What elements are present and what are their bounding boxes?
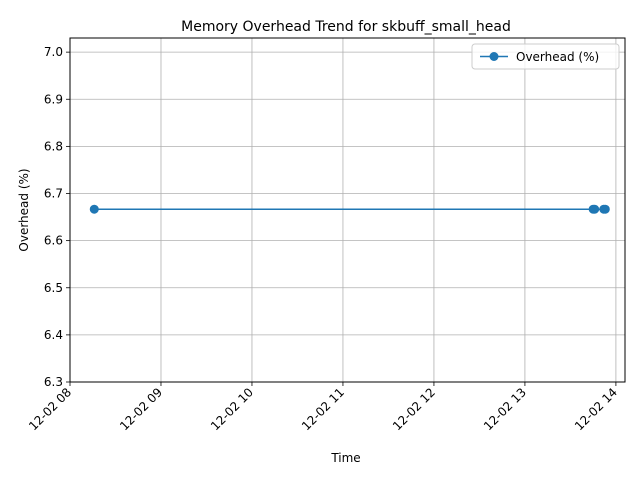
grid	[69, 38, 625, 383]
y-axis-label: Overhead (%)	[17, 168, 31, 251]
x-tick-label: 12-02 13	[481, 385, 529, 433]
y-tick-label: 6.4	[44, 328, 63, 342]
series-points	[89, 204, 610, 214]
x-tick-label: 12-02 08	[26, 385, 74, 433]
x-axis-label: Time	[330, 451, 360, 465]
legend-swatch-marker	[489, 52, 499, 61]
data-point	[89, 204, 99, 214]
chart-title: Memory Overhead Trend for skbuff_small_h…	[181, 19, 511, 35]
legend-label: Overhead (%)	[516, 50, 599, 64]
y-axis-ticks: 6.3 6.4 6.5 6.6 6.7 6.8 6.9 7.0	[44, 45, 70, 389]
x-axis-ticks: 12-02 08 12-02 09 12-02 10 12-02 11 12-02 12…	[26, 382, 620, 433]
x-tick-label: 12-02 11	[299, 385, 347, 433]
plot-frame	[69, 37, 626, 383]
x-tick-label: 12-02 10	[208, 385, 256, 433]
y-tick-label: 6.3	[44, 375, 63, 389]
x-tick-label: 12-02 12	[390, 385, 438, 433]
legend: Overhead (%)	[471, 43, 620, 70]
y-tick-label: 6.6	[44, 234, 63, 248]
y-tick-label: 7.0	[44, 45, 63, 59]
y-tick-label: 6.8	[44, 139, 63, 153]
y-tick-label: 6.9	[44, 92, 63, 106]
y-tick-label: 6.7	[44, 187, 63, 201]
legend-box	[471, 43, 620, 70]
data-point	[600, 204, 610, 214]
y-tick-label: 6.5	[44, 281, 63, 295]
data-point	[590, 204, 600, 214]
x-tick-label: 12-02 14	[572, 385, 620, 433]
x-tick-label: 12-02 09	[117, 385, 165, 433]
